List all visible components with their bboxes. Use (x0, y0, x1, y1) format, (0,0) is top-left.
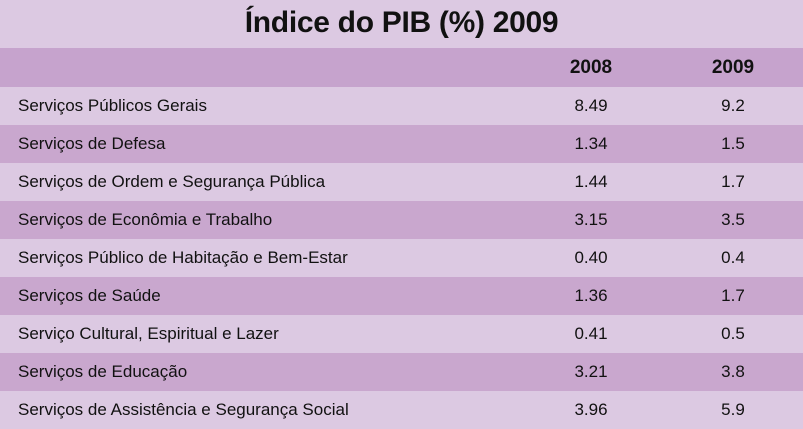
value-2008: 1.36 (574, 286, 608, 305)
table-row: Serviço Cultural, Espiritual e Lazer 0.41… (0, 315, 803, 353)
row-label: Serviços de Assistência e Segurança Soci… (18, 400, 349, 419)
row-label: Serviços Públicos Gerais (18, 96, 207, 115)
table-header-row: 2008 2009 (0, 48, 803, 87)
row-label: Serviço Cultural, Espiritual e Lazer (18, 324, 279, 343)
table-row: Serviços de Defesa 1.34 1.5 (0, 125, 803, 163)
value-2009: 0.5 (721, 324, 745, 343)
header-2008: 2008 (569, 56, 613, 78)
value-2009: 3.8 (721, 362, 745, 381)
value-2009: 1.7 (721, 172, 745, 191)
table-row: Serviços Públicos Gerais 8.49 9.2 (0, 87, 803, 125)
row-label: Serviços de Econômia e Trabalho (18, 210, 273, 229)
table-row: Serviços de Educação 3.21 3.8 (0, 353, 803, 391)
value-2008: 1.34 (574, 134, 608, 153)
row-label: Serviços de Educação (18, 362, 188, 381)
value-2008: 0.40 (574, 248, 608, 267)
value-2008: 3.21 (574, 362, 608, 381)
header-2009: 2009 (711, 56, 755, 78)
value-2009: 1.7 (721, 286, 745, 305)
value-2009: 3.5 (721, 210, 745, 229)
row-label: Serviços de Defesa (18, 134, 166, 153)
row-label: Serviços de Saúde (18, 286, 161, 305)
value-2008: 3.96 (574, 400, 608, 419)
value-2008: 0.41 (574, 324, 608, 343)
table-row: Serviços de Assistência e Segurança Soci… (0, 391, 803, 429)
value-2008: 1.44 (574, 172, 608, 191)
value-2009: 9.2 (721, 96, 745, 115)
table-row: Serviços de Saúde 1.36 1.7 (0, 277, 803, 315)
value-2009: 5.9 (721, 400, 745, 419)
value-2009: 1.5 (721, 134, 745, 153)
value-2008: 8.49 (574, 96, 608, 115)
table-row: Serviços de Ordem e Segurança Pública 1.4… (0, 163, 803, 201)
table-row: Serviços de Econômia e Trabalho 3.15 3.5 (0, 201, 803, 239)
row-label: Serviços de Ordem e Segurança Pública (18, 172, 326, 191)
table-row: Serviços Público de Habitação e Bem-Esta… (0, 239, 803, 277)
table-title: Índice do PIB (%) 2009 (244, 6, 559, 39)
row-label: Serviços Público de Habitação e Bem-Esta… (18, 248, 348, 267)
value-2009: 0.4 (721, 248, 745, 267)
value-2008: 3.15 (574, 210, 608, 229)
